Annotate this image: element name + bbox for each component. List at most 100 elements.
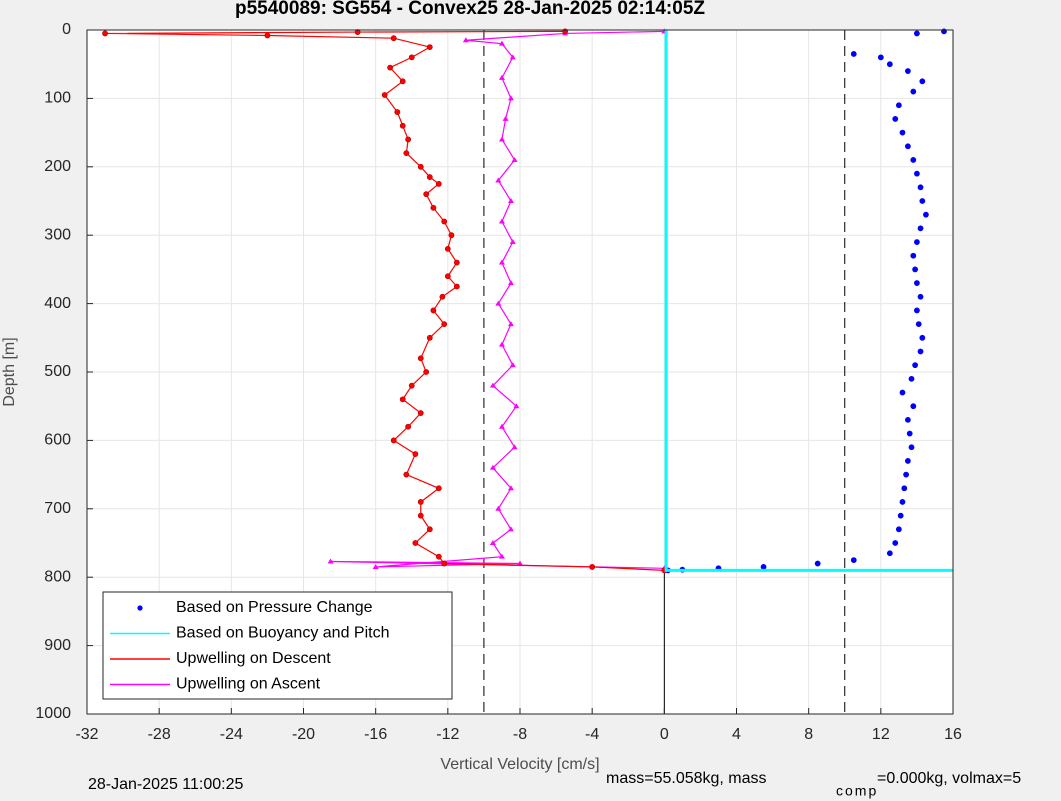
data-point xyxy=(439,293,446,300)
legend: Based on Pressure Change Based on Buoyanc… xyxy=(102,591,453,700)
footer-left: 28-Jan-2025 11:00:25 xyxy=(88,776,243,793)
data-point xyxy=(435,485,442,492)
data-point xyxy=(914,280,920,286)
x-tick-label: -20 xyxy=(292,726,315,743)
data-point xyxy=(394,109,401,115)
data-point xyxy=(417,163,424,170)
data-point xyxy=(507,321,514,327)
data-point xyxy=(426,44,433,50)
chart-title: p5540089: SG554 - Convex25 28-Jan-2025 0… xyxy=(235,0,705,19)
data-point xyxy=(914,30,920,37)
data-point xyxy=(917,225,924,232)
data-point xyxy=(408,54,415,61)
data-point xyxy=(498,423,505,429)
data-point xyxy=(502,115,509,121)
data-point xyxy=(498,136,505,142)
series-line xyxy=(330,30,665,569)
data-point xyxy=(899,499,906,505)
data-point xyxy=(417,410,424,416)
legend-label: Based on Pressure Change xyxy=(176,599,373,616)
data-point xyxy=(403,471,410,478)
data-point xyxy=(919,198,926,204)
data-point xyxy=(850,557,857,563)
data-point xyxy=(923,211,929,218)
data-point xyxy=(895,526,902,533)
x-tick-label: 16 xyxy=(944,726,962,743)
footer-right-rest: =0.000kg, volmax=5 xyxy=(877,770,1021,787)
data-point xyxy=(423,191,430,198)
data-point xyxy=(426,334,433,341)
data-point xyxy=(509,239,516,245)
data-point xyxy=(453,259,460,266)
data-point xyxy=(498,341,505,347)
data-point xyxy=(814,560,821,567)
data-point xyxy=(495,505,502,511)
data-point xyxy=(917,293,924,300)
data-point xyxy=(903,471,909,478)
data-point xyxy=(850,51,857,57)
data-point xyxy=(417,499,424,505)
x-tick-label: -8 xyxy=(513,726,527,743)
data-point xyxy=(897,512,904,519)
data-point xyxy=(886,550,893,557)
data-point xyxy=(399,122,406,129)
data-point xyxy=(444,273,451,280)
data-point xyxy=(910,403,917,410)
data-point xyxy=(901,485,908,492)
data-point xyxy=(912,266,919,273)
marks xyxy=(102,28,953,714)
data-point xyxy=(904,68,911,74)
data-point xyxy=(904,143,911,150)
x-tick-label: -24 xyxy=(220,726,243,743)
data-point xyxy=(399,78,406,85)
legend-label: Upwelling on Ascent xyxy=(176,676,321,693)
data-point xyxy=(919,334,926,341)
y-tick-label: 800 xyxy=(44,568,71,585)
footer-subscript: comp xyxy=(836,783,878,799)
series-line xyxy=(664,30,953,572)
grid xyxy=(86,29,954,715)
axes: -32 -28 -24 -20 -16 -12 -8 -4 0 4 8 12 16 0 100 200 300 4… xyxy=(35,21,962,743)
data-point xyxy=(412,451,419,457)
data-point xyxy=(899,389,906,396)
y-tick-label: 1000 xyxy=(35,705,71,722)
data-point xyxy=(441,560,448,567)
data-point xyxy=(441,321,448,328)
x-axis-label: Vertical Velocity [cm/s] xyxy=(440,756,599,773)
y-tick-label: 700 xyxy=(44,500,71,517)
data-point xyxy=(589,564,596,570)
data-point xyxy=(509,362,516,368)
data-point xyxy=(405,423,412,430)
data-point xyxy=(904,416,911,423)
data-point xyxy=(489,540,496,545)
data-point xyxy=(513,403,520,409)
data-point xyxy=(390,35,397,42)
data-point xyxy=(489,464,496,470)
data-point xyxy=(895,102,902,109)
data-point xyxy=(444,245,451,252)
data-point xyxy=(495,300,502,306)
y-tick-label: 100 xyxy=(44,90,71,107)
data-point xyxy=(498,40,505,46)
footer-right: mass=55.058kg, mass xyxy=(606,770,767,787)
data-point xyxy=(327,558,334,564)
x-tick-label: -12 xyxy=(436,726,459,743)
data-point xyxy=(381,92,388,98)
data-point xyxy=(417,355,424,362)
y-tick-label: 500 xyxy=(44,363,71,380)
data-point xyxy=(517,560,523,566)
data-point xyxy=(426,174,433,180)
data-point xyxy=(412,540,419,546)
data-point xyxy=(390,437,397,444)
data-point xyxy=(914,239,920,245)
data-point xyxy=(904,458,911,464)
x-tick-label: -32 xyxy=(75,726,98,743)
data-point xyxy=(435,180,442,187)
data-point xyxy=(507,526,514,532)
data-point xyxy=(511,156,518,162)
data-point xyxy=(417,512,424,519)
data-point xyxy=(908,375,915,382)
data-point xyxy=(399,396,406,403)
data-point xyxy=(509,54,516,60)
data-point xyxy=(507,198,514,203)
